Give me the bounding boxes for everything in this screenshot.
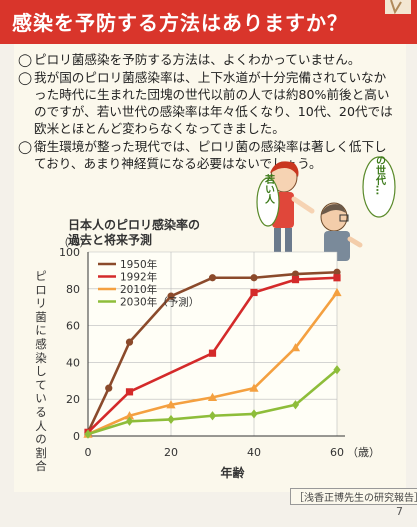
series-line: [87, 276, 338, 434]
data-point: [249, 383, 259, 392]
y-tick-label: 60: [66, 320, 80, 333]
source-note: ［浅香正博先生の研究報告］: [290, 488, 417, 505]
data-point: [105, 384, 113, 392]
data-point: [207, 392, 218, 401]
x-axis-unit: （歳）: [347, 446, 380, 459]
x-tick-label: 20: [164, 446, 178, 459]
header-bar: 感染を予防する方法はありますか？: [0, 0, 417, 44]
data-point: [84, 429, 92, 439]
legend-label: 2010年: [120, 283, 157, 296]
data-point: [125, 338, 134, 346]
data-point: [125, 416, 134, 426]
data-point: [333, 268, 341, 276]
speech-bubble-young: 若い人: [256, 173, 280, 227]
data-point: [291, 400, 300, 410]
legend-label: 1992年: [120, 271, 157, 284]
y-axis-unit: （%）: [58, 236, 90, 249]
dankai-label: 団塊の世代…: [374, 155, 387, 195]
data-point: [166, 400, 176, 409]
data-point: [167, 292, 175, 300]
bullet-text: ピロリ菌感染を予防する方法は、よくわかっていません。: [34, 52, 361, 67]
bullet-list: ◯ ピロリ菌感染を予防する方法は、よくわかっていません。 ◯ 我が国のピロリ菌感…: [18, 51, 396, 173]
data-point: [332, 287, 342, 297]
legend-label: 2030年（予測）: [120, 296, 199, 309]
speech-bubble-dankai: 団塊の世代…: [362, 155, 396, 218]
bullet-text: 我が国のピロリ菌感染率は、上下水道が十分完備されていなかった時代に生まれた団塊の…: [34, 70, 393, 136]
x-tick-label: 40: [247, 446, 261, 459]
x-axis-label: 年齢: [220, 465, 245, 480]
list-item: ◯ 我が国のピロリ菌感染率は、上下水道が十分完備されていなかった時代に生まれた団…: [18, 69, 396, 137]
young-label: 若い人: [263, 173, 276, 204]
bullet-mark: ◯: [18, 52, 33, 67]
page-number: 7: [396, 505, 403, 518]
legend-label: 1950年: [120, 258, 157, 271]
data-point: [250, 274, 258, 282]
source-text: 浅香正博先生の研究報告: [304, 493, 414, 504]
data-point: [291, 270, 300, 278]
page-title: 感染を予防する方法はありますか？: [12, 11, 348, 35]
data-point: [208, 274, 217, 282]
data-point: [291, 276, 300, 284]
bullet-mark: ◯: [18, 70, 33, 85]
y-tick-label: 20: [66, 393, 80, 406]
list-item: ◯ ピロリ菌感染を予防する方法は、よくわかっていません。: [18, 51, 396, 68]
data-point: [250, 409, 258, 419]
x-tick-label: 60: [330, 446, 344, 459]
chart-title: 日本人のピロリ感染率の過去と将来予測: [68, 218, 210, 248]
data-point: [250, 288, 258, 297]
chart-title-text: 日本人のピロリ感染率の過去と将来予測: [68, 218, 201, 247]
data-point: [125, 388, 134, 396]
bullet-mark: ◯: [18, 139, 33, 154]
y-axis-label: ピロリ菌に感染している人の割合: [35, 269, 47, 474]
list-item: ◯ 衛生環境が整った現代では、ピロリ菌の感染率は著しく低下しており、あまり神経質…: [18, 138, 396, 172]
decoration-icon: [385, 0, 411, 15]
y-tick-label: 40: [66, 356, 80, 369]
data-point: [333, 365, 341, 375]
y-tick-label: 0: [73, 430, 80, 443]
data-point: [333, 274, 341, 282]
data-point: [124, 411, 135, 420]
data-point: [167, 414, 175, 425]
y-tick-label: 100: [59, 246, 80, 259]
series-line: [86, 270, 338, 433]
y-tick-label: 80: [66, 283, 80, 296]
data-point: [290, 343, 301, 352]
bullet-text: 衛生環境が整った現代では、ピロリ菌の感染率は著しく低下しており、あまり神経質にな…: [34, 139, 387, 171]
data-point: [208, 411, 217, 421]
x-tick-label: 0: [85, 446, 92, 459]
data-point: [208, 349, 217, 357]
